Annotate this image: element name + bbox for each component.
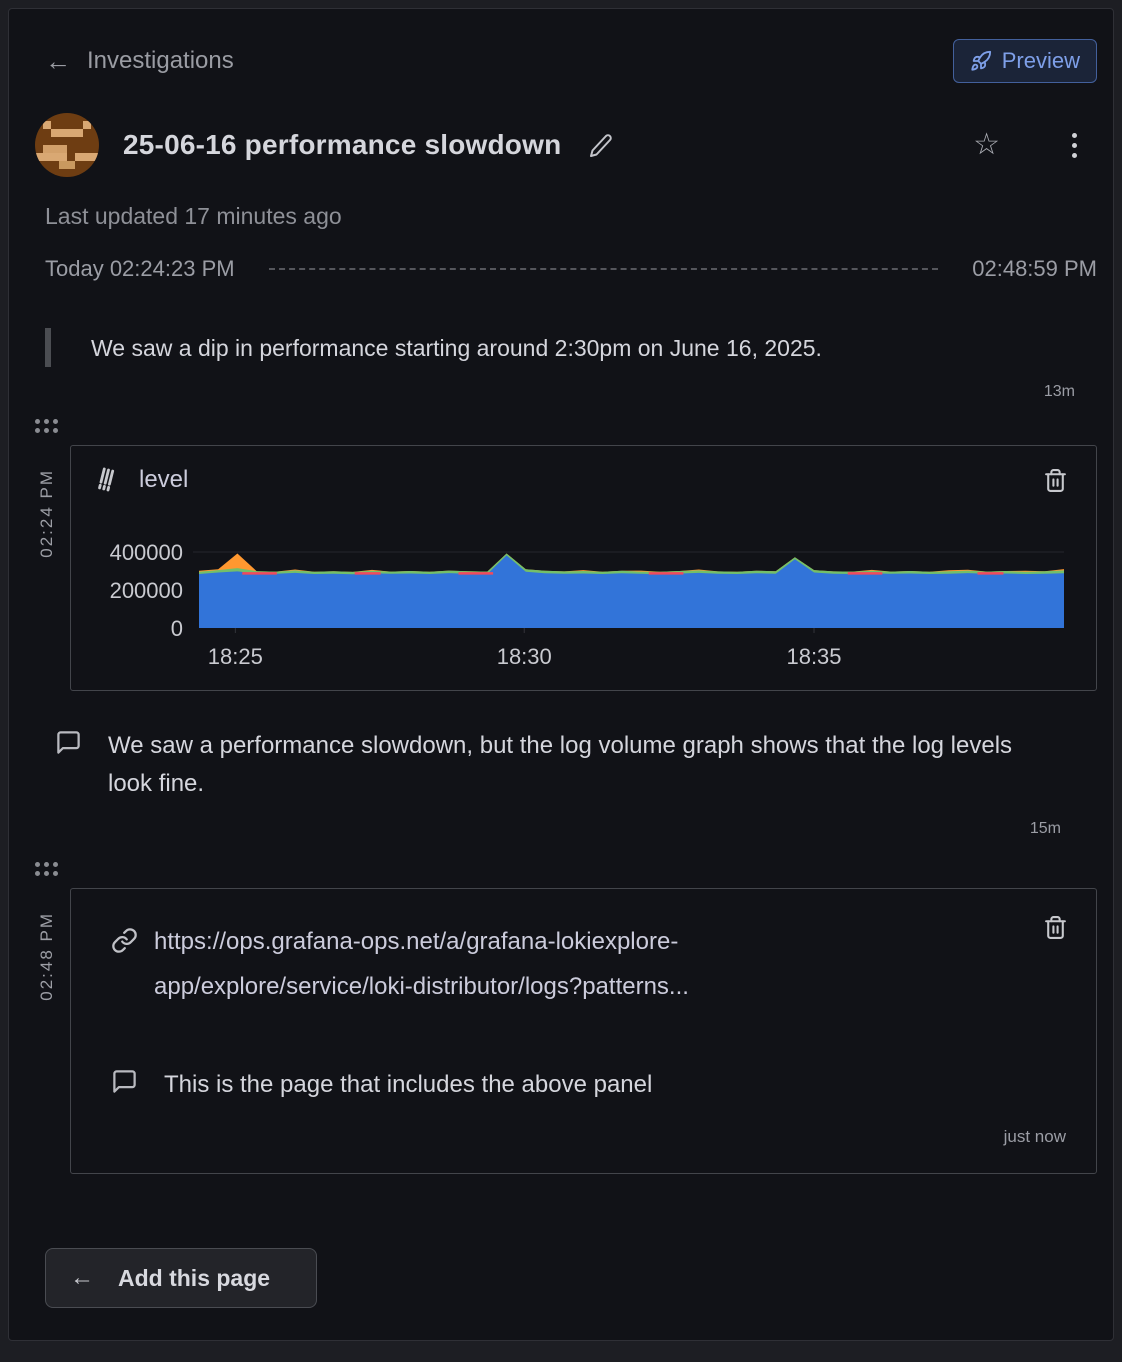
investigation-page: ← Investigations Preview 25-06-16 [8,8,1114,1341]
back-icon[interactable]: ← [45,46,71,76]
svg-text:18:25: 18:25 [208,644,263,669]
svg-text:18:30: 18:30 [497,644,552,669]
rail: 02:48 PM [35,861,70,1174]
comment-row: This is the page that includes the above… [111,1066,1066,1103]
comment-bubble-icon [111,1068,138,1103]
delete-panel-icon[interactable] [1043,468,1068,493]
comment-age: 15m [1029,819,1061,837]
preview-button[interactable]: Preview [952,39,1097,83]
note-text: We saw a dip in performance starting aro… [91,335,822,361]
rail: 02:24 PM [35,419,70,691]
timeline-start: Today 02:24:23 PM [45,256,235,281]
level-chart-svg: 0 200000 400000 18:25 18:30 18:35 [110,540,1064,669]
edit-title-icon[interactable] [589,133,613,157]
add-this-page-label: Add this page [118,1264,271,1291]
left-arrow-icon: ← [70,1264,94,1292]
chart-panel-header: level [71,446,1096,500]
comment-text: We saw a performance slowdown, but the l… [108,732,1013,797]
timeline-end: 02:48:59 PM [972,256,1097,281]
svg-text:18:35: 18:35 [786,644,841,669]
kebab-menu-icon[interactable] [1064,129,1085,162]
note-age: 13m [1043,383,1075,401]
comment-age: just now [1003,1127,1066,1147]
comment-bubble-icon [55,729,82,801]
log-volume-chart: 0 200000 400000 18:25 18:30 18:35 [71,500,1096,690]
item-section-chart: 02:24 PM level [35,419,1097,692]
star-icon[interactable]: ☆ [973,128,1000,161]
svg-text:400000: 400000 [110,540,183,565]
rocket-icon [971,50,991,71]
item-time-label: 02:48 PM [37,911,56,1001]
preview-button-label: Preview [1001,48,1080,73]
title-row: 25-06-16 performance slowdown ☆ [35,113,1097,177]
svg-text:200000: 200000 [110,578,183,603]
last-updated: Last updated 17 minutes ago [45,203,342,229]
svg-text:0: 0 [171,616,183,641]
comment-row: We saw a performance slowdown, but the l… [55,727,1097,801]
topbar: ← Investigations Preview [35,39,1097,83]
item-time-label: 02:24 PM [37,469,56,559]
link-panel: https://ops.grafana-ops.net/a/grafana-lo… [70,887,1097,1175]
avatar [35,113,99,177]
loki-logs-icon [98,467,115,492]
timeline-dashed-line [268,268,939,270]
chart-panel: level 0 200000 400000 18:25 18:30 18:35 [70,445,1097,692]
chart-panel-title: level [139,466,189,494]
drag-handle-icon[interactable] [35,861,58,876]
drag-handle-icon[interactable] [35,419,58,434]
comment-text: This is the page that includes the above… [164,1070,653,1098]
page-url-link[interactable]: https://ops.grafana-ops.net/a/grafana-lo… [154,927,689,1001]
item-section-link: 02:48 PM https://ops.grafana-ops.net/a/g… [35,861,1097,1175]
note-block: We saw a dip in performance starting aro… [45,328,1097,368]
delete-panel-icon[interactable] [1043,915,1068,940]
link-row: https://ops.grafana-ops.net/a/grafana-lo… [111,919,911,1010]
link-icon [111,927,138,959]
page-title: 25-06-16 performance slowdown [123,129,562,160]
timeline: Today 02:24:23 PM 02:48:59 PM [35,256,1097,282]
breadcrumb: Investigations [87,47,234,74]
add-this-page-button[interactable]: ← Add this page [45,1248,318,1309]
